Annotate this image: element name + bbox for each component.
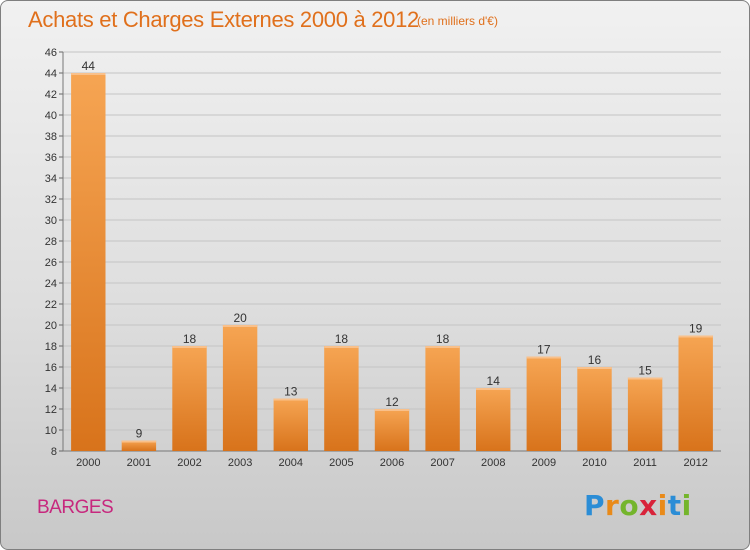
y-tick-label: 26 — [45, 257, 57, 269]
y-tick-label: 20 — [45, 320, 57, 332]
value-label-2010: 16 — [588, 353, 602, 367]
y-tick-label: 28 — [45, 236, 57, 248]
unit-note: (en milliers d'€) — [417, 14, 498, 28]
y-tick-label: 18 — [45, 341, 57, 353]
y-tick-label: 22 — [45, 299, 57, 311]
bar-highlight — [172, 346, 207, 348]
x-tick-label-2004: 2004 — [279, 457, 303, 469]
brand-letter: o — [619, 489, 640, 522]
value-label-2005: 18 — [335, 332, 349, 346]
bar-highlight — [678, 335, 713, 338]
y-tick-label: 40 — [45, 110, 57, 122]
value-label-2002: 18 — [183, 332, 197, 346]
value-label-2012: 19 — [689, 322, 703, 336]
bar-highlight — [71, 73, 106, 75]
x-tick-label-2008: 2008 — [481, 457, 505, 469]
bar-2001 — [121, 440, 157, 451]
y-tick-label: 14 — [45, 383, 57, 395]
value-label-2004: 13 — [284, 385, 298, 399]
y-tick-label: 44 — [45, 68, 57, 80]
x-tick-label-2005: 2005 — [329, 457, 353, 469]
bar-2000 — [71, 73, 106, 451]
bar-2002 — [172, 346, 207, 451]
brand-letter: t — [667, 489, 682, 522]
commune-name: BARGES — [37, 497, 114, 518]
x-tick-label-2000: 2000 — [76, 457, 100, 469]
bar-highlight — [476, 388, 511, 390]
value-label-2007: 18 — [436, 332, 450, 346]
y-tick-label: 10 — [45, 425, 57, 437]
bar-highlight — [526, 356, 561, 359]
y-tick-label: 16 — [45, 362, 57, 374]
x-tick-label-2007: 2007 — [430, 457, 454, 469]
axes — [59, 51, 721, 452]
bar-highlight — [273, 398, 308, 401]
bars — [71, 73, 713, 451]
value-label-2009: 17 — [537, 343, 551, 357]
x-tick-label-2006: 2006 — [380, 457, 404, 469]
bar-2003 — [222, 325, 258, 451]
value-label-2001: 9 — [136, 427, 143, 441]
y-tick-label: 8 — [51, 446, 57, 458]
bar-2007 — [425, 346, 460, 451]
bar-highlight — [324, 346, 359, 348]
y-tick-label: 12 — [45, 404, 57, 416]
bar-2006 — [374, 409, 410, 451]
y-tick-label: 42 — [45, 89, 57, 101]
x-tick-label-2002: 2002 — [177, 457, 201, 469]
bar-highlight — [222, 325, 258, 327]
value-label-2006: 12 — [385, 395, 399, 409]
bar-2009 — [526, 356, 561, 451]
x-tick-label-2001: 2001 — [127, 457, 151, 469]
value-label-2011: 15 — [638, 364, 652, 378]
bar-2005 — [324, 346, 359, 451]
y-tick-label: 34 — [45, 173, 57, 185]
bar-2008 — [476, 388, 511, 451]
value-label-2003: 20 — [233, 311, 247, 325]
brand-letter: i — [681, 489, 692, 522]
gridlines — [63, 51, 721, 431]
brand-letter: r — [605, 489, 620, 522]
y-tick-label: 38 — [45, 131, 57, 143]
y-tick-label: 36 — [45, 152, 57, 164]
x-tick-label-2009: 2009 — [532, 457, 556, 469]
x-tick-label-2003: 2003 — [228, 457, 252, 469]
brand-letter: x — [639, 489, 658, 522]
value-label-2008: 14 — [487, 374, 501, 388]
bar-2012 — [678, 335, 713, 451]
bar-highlight — [425, 346, 460, 348]
bar-2011 — [627, 377, 663, 451]
x-tick-label-2010: 2010 — [582, 457, 606, 469]
bar-highlight — [121, 440, 157, 443]
value-label-2000: 44 — [82, 59, 96, 73]
bar-2004 — [273, 398, 308, 451]
y-tick-label: 46 — [45, 47, 57, 59]
brand-logo: Proxiti — [584, 489, 692, 522]
labels: 8 10 12 14 16 18 20 22 24 26 28 30 32 34 36 38 40 42 44 46 4… — [45, 47, 708, 469]
bar-highlight — [577, 367, 612, 369]
brand-letter: i — [657, 489, 668, 522]
bar-highlight — [374, 409, 410, 411]
x-tick-label-2011: 2011 — [633, 457, 657, 469]
chart-title: Achats et Charges Externes 2000 à 2012 — [28, 7, 419, 32]
bar-highlight — [627, 377, 663, 380]
y-tick-label: 32 — [45, 194, 57, 206]
y-tick-label: 30 — [45, 215, 57, 227]
x-tick-label-2012: 2012 — [683, 457, 707, 469]
y-tick-label: 24 — [45, 278, 57, 290]
bar-2010 — [577, 367, 612, 451]
brand-letter: P — [584, 489, 606, 522]
